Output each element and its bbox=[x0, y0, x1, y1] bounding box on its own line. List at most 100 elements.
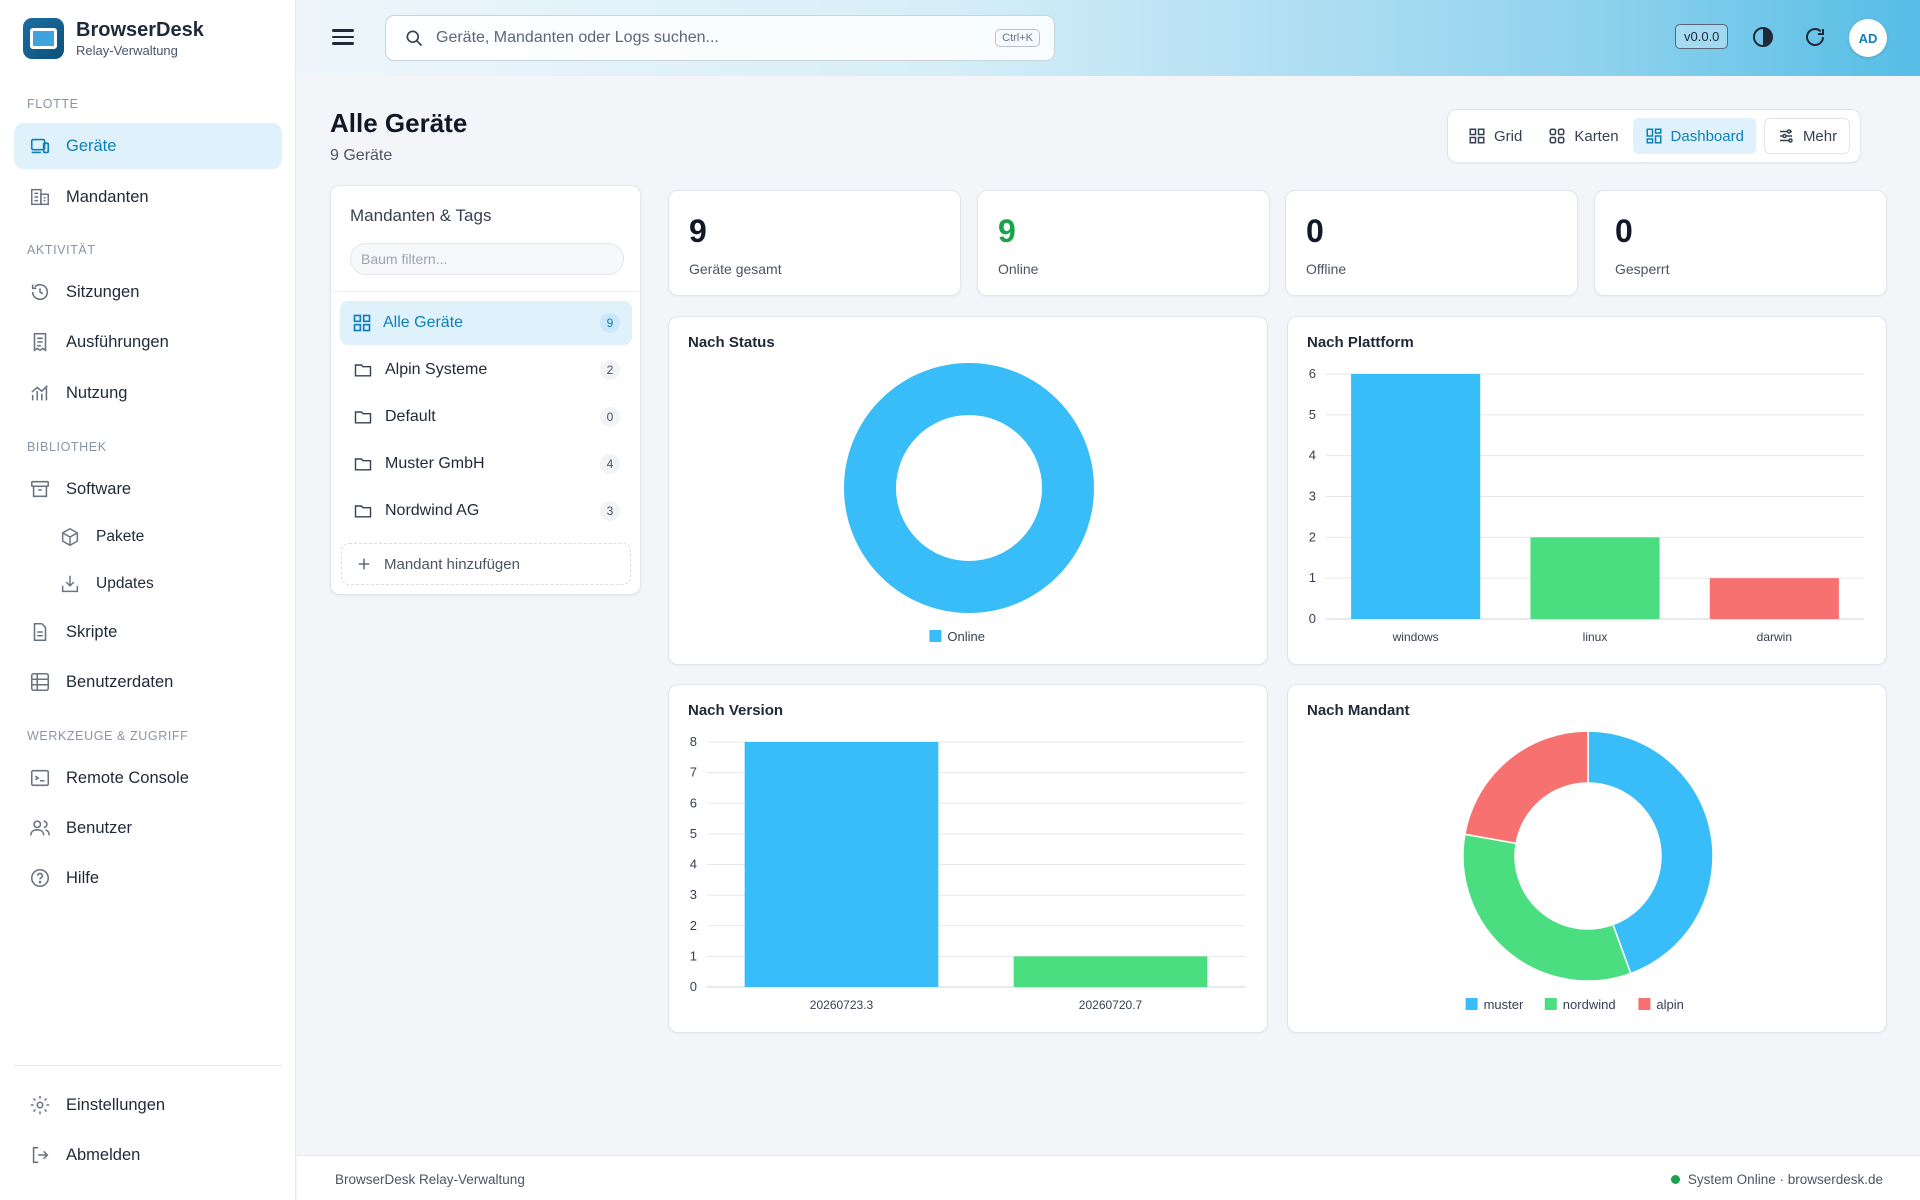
stat-card-locked: 0 Gesperrt bbox=[1594, 190, 1887, 296]
sidebar-item-einstellungen[interactable]: Einstellungen bbox=[14, 1082, 282, 1128]
tree-filter-input[interactable] bbox=[350, 243, 624, 275]
view-more-button[interactable]: Mehr bbox=[1763, 118, 1851, 154]
chart-card-version: Nach Version 0 1 2 3 4 5 6 7 8 20260723.3 20260720… bbox=[668, 684, 1268, 1033]
sidebar: BrowserDesk Relay-Verwaltung FLOTTE Gerä… bbox=[0, 0, 296, 1200]
view-grid-button[interactable]: Grid bbox=[1456, 118, 1534, 154]
page-title: Alle Geräte bbox=[330, 108, 468, 138]
legend-label: Online bbox=[947, 629, 985, 644]
package-icon bbox=[58, 525, 82, 549]
sidebar-item-mandanten[interactable]: Mandanten bbox=[14, 174, 282, 220]
legend-swatch bbox=[1544, 998, 1557, 1010]
tree-item-count: 2 bbox=[600, 360, 620, 380]
sidebar-item-nutzung[interactable]: Nutzung bbox=[14, 370, 282, 416]
grid-icon bbox=[353, 314, 371, 332]
page-subtitle: 9 Geräte bbox=[330, 147, 393, 164]
section-werkzeuge: WERKZEUGE & ZUGRIFF bbox=[27, 729, 189, 743]
sidebar-item-hilfe[interactable]: Hilfe bbox=[14, 855, 282, 901]
sidebar-item-label: Geräte bbox=[66, 136, 117, 155]
sidebar-item-skripte[interactable]: Skripte bbox=[14, 609, 282, 655]
sidebar-item-software[interactable]: Software bbox=[14, 466, 282, 512]
stat-value: 0 bbox=[1615, 213, 1633, 249]
sidebar-item-pakete[interactable]: Pakete bbox=[44, 514, 282, 560]
sidebar-item-label: Hilfe bbox=[66, 868, 100, 887]
sidebar-item-ausfuehrungen[interactable]: Ausführungen bbox=[14, 319, 282, 365]
y-tick-label: 4 bbox=[690, 857, 697, 872]
y-tick-label: 1 bbox=[1309, 570, 1316, 585]
chart-icon bbox=[28, 381, 52, 405]
sidebar-item-remote-console[interactable]: Remote Console bbox=[14, 755, 282, 801]
sidebar-item-updates[interactable]: Updates bbox=[44, 561, 282, 607]
file-icon bbox=[28, 620, 52, 644]
brand-subtitle: Relay-Verwaltung bbox=[76, 42, 178, 58]
y-tick-label: 1 bbox=[690, 948, 697, 963]
tree-item-count: 0 bbox=[600, 407, 620, 427]
dashboard-icon bbox=[1646, 128, 1662, 144]
view-cards-button[interactable]: Karten bbox=[1536, 118, 1630, 154]
topbar: Ctrl+K v0.0.0 AD bbox=[297, 0, 1920, 76]
footer: BrowserDesk Relay-Verwaltung System Onli… bbox=[297, 1155, 1920, 1200]
refresh-icon[interactable] bbox=[1803, 25, 1829, 51]
section-flotte: FLOTTE bbox=[27, 97, 79, 111]
y-tick-label: 5 bbox=[690, 826, 697, 841]
chart-title: Nach Version bbox=[688, 702, 784, 719]
legend-label: nordwind bbox=[1563, 997, 1616, 1012]
tree-item-alpin-systeme[interactable]: Alpin Systeme 2 bbox=[340, 348, 632, 392]
chart-svg: 0 1 2 3 4 5 6 7 8 20260723.3 20260720.7 bbox=[690, 734, 1245, 1012]
y-tick-label: 2 bbox=[1309, 529, 1316, 544]
sidebar-item-label: Updates bbox=[96, 575, 154, 592]
tree-item-label: Default bbox=[385, 408, 436, 425]
search-input[interactable] bbox=[436, 29, 956, 47]
bar-20260723.3 bbox=[744, 742, 939, 987]
search-box[interactable]: Ctrl+K bbox=[385, 15, 1055, 61]
tree-item-label: Alpin Systeme bbox=[385, 361, 488, 378]
sidebar-item-benutzerdaten[interactable]: Benutzerdaten bbox=[14, 659, 282, 705]
menu-icon[interactable] bbox=[329, 25, 357, 51]
sidebar-item-label: Mandanten bbox=[66, 187, 149, 206]
folder-icon bbox=[354, 411, 372, 424]
sidebar-item-abmelden[interactable]: Abmelden bbox=[14, 1132, 282, 1178]
add-tenant-button[interactable]: Mandant hinzufügen bbox=[341, 543, 631, 585]
pie-slice-muster bbox=[1587, 730, 1714, 975]
y-tick-label: 0 bbox=[1309, 611, 1316, 626]
y-tick-label: 6 bbox=[690, 795, 697, 810]
sidebar-item-sitzungen[interactable]: Sitzungen bbox=[14, 269, 282, 315]
y-tick-label: 3 bbox=[690, 887, 697, 902]
chart-card-platform: Nach Plattform 0 1 2 3 4 5 6 windows linux darwin bbox=[1287, 316, 1887, 665]
sidebar-item-label: Remote Console bbox=[66, 768, 189, 787]
folder-icon bbox=[354, 505, 372, 518]
view-dashboard-button[interactable]: Dashboard bbox=[1632, 118, 1756, 154]
tree-item-default[interactable]: Default 0 bbox=[340, 395, 632, 439]
tree-item-muster-gmbh[interactable]: Muster GmbH 4 bbox=[340, 442, 632, 486]
sidebar-item-label: Abmelden bbox=[66, 1145, 141, 1164]
tree-item-count: 4 bbox=[600, 454, 620, 474]
y-tick-label: 5 bbox=[1309, 407, 1316, 422]
contrast-icon[interactable] bbox=[1751, 25, 1777, 51]
stat-value: 9 bbox=[998, 213, 1016, 249]
legend-swatch bbox=[1638, 998, 1651, 1010]
sidebar-item-label: Nutzung bbox=[66, 383, 128, 402]
sidebar-item-label: Skripte bbox=[66, 622, 118, 641]
y-tick-label: 2 bbox=[690, 918, 697, 933]
avatar[interactable]: AD bbox=[1849, 19, 1887, 57]
tree-item-alle-geraete[interactable]: Alle Geräte 9 bbox=[340, 301, 632, 345]
section-aktivitaet: AKTIVITÄT bbox=[27, 243, 96, 257]
stat-label: Gesperrt bbox=[1615, 261, 1670, 277]
archive-icon bbox=[28, 477, 52, 501]
y-tick-label: 4 bbox=[1309, 448, 1316, 463]
section-bibliothek: BIBLIOTHEK bbox=[27, 440, 107, 454]
tree-divider bbox=[331, 291, 640, 292]
sidebar-item-label: Benutzer bbox=[66, 818, 133, 837]
chart-title: Nach Mandant bbox=[1307, 702, 1410, 719]
plus-icon bbox=[358, 558, 370, 570]
brand[interactable]: BrowserDesk Relay-Verwaltung bbox=[0, 0, 295, 76]
view-switcher: Grid Karten Dashboard Mehr bbox=[1447, 109, 1862, 163]
view-grid-label: Grid bbox=[1494, 127, 1523, 145]
x-tick-label: linux bbox=[1583, 630, 1608, 644]
chart-title: Nach Plattform bbox=[1307, 334, 1414, 351]
bar-darwin bbox=[1709, 578, 1839, 619]
legend-label: alpin bbox=[1656, 997, 1683, 1012]
tree-item-nordwind-ag[interactable]: Nordwind AG 3 bbox=[340, 489, 632, 533]
sidebar-item-benutzer[interactable]: Benutzer bbox=[14, 805, 282, 851]
sidebar-item-geraete[interactable]: Geräte bbox=[14, 123, 282, 169]
bar-linux bbox=[1530, 537, 1660, 619]
